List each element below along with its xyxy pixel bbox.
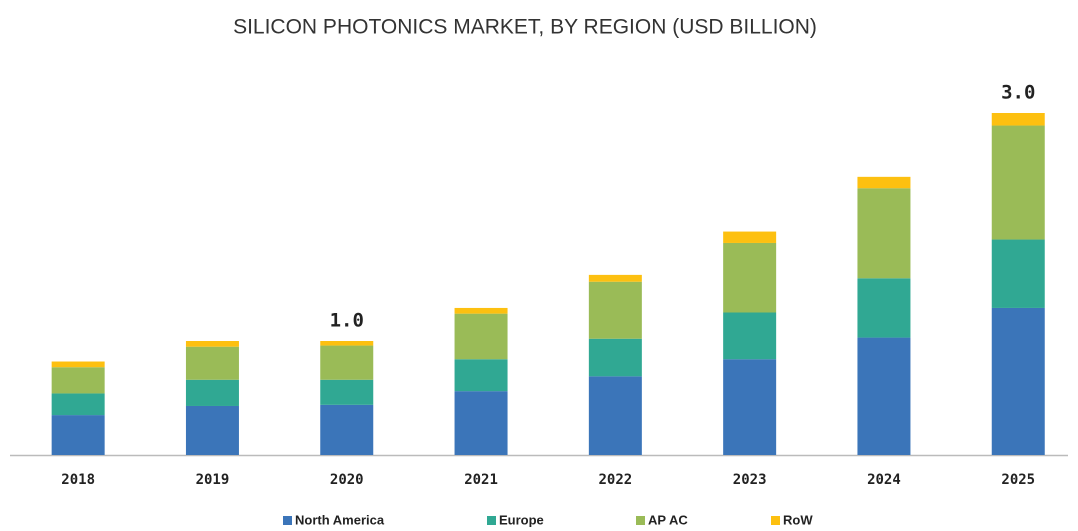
bar-segment	[857, 337, 911, 455]
bar-segment	[51, 361, 105, 368]
bar-segment	[991, 307, 1045, 455]
x-tick-label: 2022	[598, 472, 632, 488]
bar-segment	[320, 345, 374, 380]
x-tick-label: 2025	[1001, 472, 1035, 488]
bar-segment	[588, 274, 642, 282]
bar-segment	[588, 338, 642, 377]
bar-segment	[454, 391, 508, 455]
bar-segment	[51, 367, 105, 394]
legend-swatch	[487, 516, 496, 525]
bar-segment	[857, 278, 911, 338]
bar-segment	[588, 281, 642, 339]
bar-segment	[185, 379, 239, 406]
total-label: 3.0	[1001, 82, 1035, 104]
bar-segment	[51, 415, 105, 455]
legend-label: Europe	[499, 512, 544, 527]
chart-title: SILICON PHOTONICS MARKET, BY REGION (USD…	[233, 16, 817, 39]
x-tick-label: 2024	[867, 472, 901, 488]
bar-segment	[991, 113, 1045, 126]
bar-segment	[185, 341, 239, 347]
bar-segment	[723, 312, 777, 360]
x-tick-label: 2023	[733, 472, 767, 488]
bar-segment	[454, 307, 508, 314]
bar-segment	[857, 176, 911, 189]
x-tick-label: 2019	[196, 472, 230, 488]
bar-segment	[991, 239, 1045, 308]
bar-segment	[454, 359, 508, 392]
bar-segment	[320, 379, 374, 405]
bar-segment	[588, 376, 642, 455]
legend-swatch	[771, 516, 780, 525]
legend-label: AP AC	[648, 512, 688, 527]
bar-segment	[454, 313, 508, 360]
bar-segment	[857, 188, 911, 279]
bar-segment	[991, 125, 1045, 240]
legend-label: RoW	[783, 512, 813, 527]
bar-segment	[723, 242, 777, 313]
x-tick-label: 2018	[61, 472, 95, 488]
bar-segment	[320, 341, 374, 346]
bar-segment	[723, 359, 777, 455]
bar-segment	[320, 404, 374, 455]
total-label: 1.0	[330, 310, 364, 332]
legend-swatch	[636, 516, 645, 525]
bar-segment	[51, 393, 105, 416]
legend-label: North America	[295, 512, 385, 527]
bar-segment	[185, 346, 239, 380]
bar-segment	[185, 405, 239, 455]
bar-segment	[723, 231, 777, 243]
x-tick-label: 2020	[330, 472, 364, 488]
legend-swatch	[283, 516, 292, 525]
x-tick-label: 2021	[464, 472, 498, 488]
